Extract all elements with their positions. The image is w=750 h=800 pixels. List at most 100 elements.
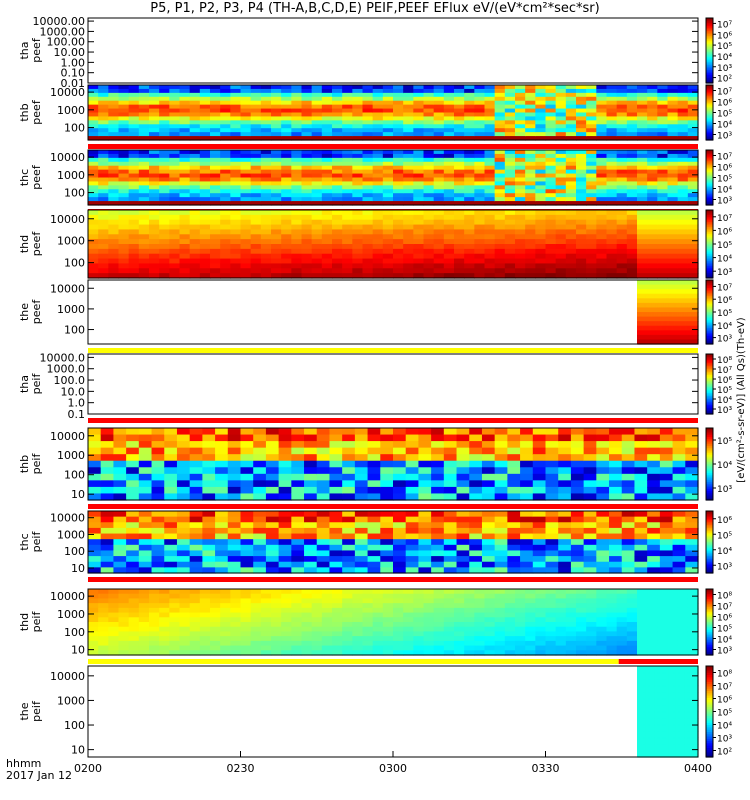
heat-cell (586, 244, 597, 250)
heat-cell (647, 493, 661, 501)
heat-cell (484, 268, 496, 274)
heat-cell (199, 124, 211, 129)
heat-cell (637, 193, 648, 198)
y-tick-label: 100 (64, 257, 85, 270)
heat-cell (504, 219, 516, 226)
heat-cell (240, 210, 252, 216)
heat-cell (433, 268, 445, 274)
heat-cell (532, 550, 547, 557)
heat-cell (651, 334, 653, 341)
colorbar-cell (706, 195, 713, 198)
heat-cell (494, 273, 506, 279)
heat-cell (616, 234, 628, 240)
heat-cell (659, 441, 674, 449)
heat-cell (525, 181, 536, 186)
heat-cell (565, 273, 577, 279)
colorbar-cell (706, 480, 713, 483)
heat-cell (675, 334, 678, 341)
heat-cell (271, 273, 282, 279)
colorbar-cell (706, 45, 713, 48)
heat-cell (271, 219, 282, 226)
heat-cell (654, 334, 656, 341)
heat-cell (555, 189, 567, 194)
heat-cell (672, 339, 675, 345)
heat-cell (291, 108, 303, 114)
heat-cell (647, 219, 658, 226)
heat-cell (220, 104, 231, 110)
heat-cell (240, 181, 252, 186)
heat-cell (616, 197, 628, 202)
heat-cell (202, 454, 216, 462)
heat-cell (403, 128, 414, 133)
heat-cell (118, 92, 130, 98)
heat-cell (626, 263, 638, 269)
heat-cell (532, 428, 547, 436)
heat-cell (301, 120, 313, 125)
heat-cell (253, 467, 267, 475)
heat-cell (654, 325, 656, 331)
heat-cell (494, 516, 508, 523)
heat-cell (372, 108, 384, 114)
heat-cell (672, 539, 686, 546)
heat-cell (596, 467, 610, 475)
heat-cell (576, 153, 587, 159)
heat-cell (362, 258, 374, 265)
heat-cell (666, 334, 669, 341)
heat-cell (494, 434, 508, 442)
colorbar-cell (706, 135, 713, 138)
heat-cell (532, 473, 547, 481)
heat-cell (504, 268, 516, 274)
heat-cell (367, 428, 381, 436)
colorbar-cell (706, 360, 713, 363)
heat-cell (138, 189, 150, 194)
heat-cell (443, 120, 455, 125)
heat-cell (253, 516, 267, 523)
heat-cell (657, 185, 669, 190)
heat-cell (532, 486, 547, 495)
heat-cell (464, 234, 475, 240)
heat-cell (88, 460, 102, 468)
heat-cell (413, 108, 425, 114)
heat-cell (515, 157, 526, 163)
heat-cell (159, 224, 170, 231)
heat-cell (484, 108, 496, 114)
heat-cell (649, 293, 651, 299)
heat-cell (596, 161, 608, 167)
heat-cell (637, 165, 648, 171)
heat-cell (661, 302, 664, 309)
heat-cell (678, 293, 681, 299)
heat-cell (606, 248, 618, 255)
heat-cell (586, 161, 597, 167)
heat-cell (507, 428, 521, 436)
heat-cell (645, 330, 647, 336)
heat-cell (667, 104, 679, 110)
heat-cell (626, 161, 638, 167)
heat-cell (690, 298, 693, 304)
heat-cell (169, 189, 181, 194)
heat-cell (362, 224, 374, 231)
heat-cell (220, 150, 231, 155)
heat-cell (362, 112, 374, 118)
heat-cell (583, 556, 597, 563)
heat-cell (565, 253, 577, 260)
colorbar-cell (706, 58, 713, 61)
heat-cell (301, 258, 313, 265)
heat-cell (149, 181, 160, 186)
heat-cell (642, 334, 644, 341)
heat-cell (685, 460, 699, 468)
heat-cell (469, 441, 483, 449)
heat-cell (494, 539, 508, 546)
heat-cell (108, 603, 120, 609)
heat-cell (664, 325, 667, 331)
heat-cell (606, 229, 618, 235)
heat-cell (362, 150, 374, 155)
heat-cell (651, 339, 653, 345)
heat-cell (98, 263, 109, 269)
heat-cell (558, 527, 572, 535)
heat-cell (621, 556, 636, 563)
heat-cell (433, 210, 445, 216)
heat-cell (199, 165, 211, 171)
heat-cell (642, 321, 644, 327)
heat-cell (169, 185, 181, 190)
heat-cell (504, 244, 516, 250)
